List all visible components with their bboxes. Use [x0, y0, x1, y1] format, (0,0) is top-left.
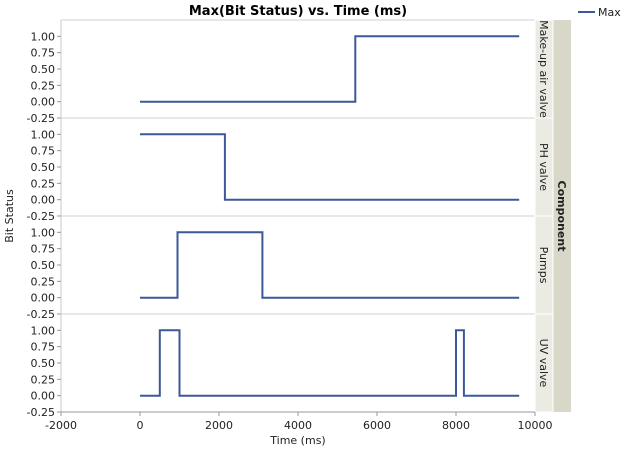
x-tick-label: 0	[137, 419, 144, 432]
y-tick-label: 0.25	[31, 373, 56, 386]
y-tick-label: 0.50	[31, 357, 56, 370]
x-axis-label: Time (ms)	[269, 434, 325, 447]
y-tick-label: 1.00	[31, 30, 56, 43]
panel-label: Make-up air valve	[537, 20, 550, 118]
y-tick-label: -0.25	[27, 112, 55, 125]
y-tick-label: -0.25	[27, 308, 55, 321]
y-tick-label: 0.00	[31, 194, 56, 207]
panel-0: -0.25 0.00 0.25 0.50 0.75 1.00 Make-up air val…	[27, 19, 554, 125]
x-tick-label: -2000	[45, 419, 77, 432]
chart-title: Max(Bit Status) vs. Time (ms)	[189, 4, 407, 19]
y-tick-label: -0.25	[27, 406, 55, 419]
panel-frame	[61, 20, 535, 118]
y-tick-label: 0.25	[31, 177, 56, 190]
x-axis: -2000 0 2000 4000 6000 8000 10000	[45, 411, 553, 432]
panel-3: -0.25 0.00 0.25 0.50 0.75 1.00 UV valve	[27, 313, 554, 419]
y-tick-label: 0.25	[31, 275, 56, 288]
x-tick-label: 4000	[284, 419, 312, 432]
series-line-2	[140, 231, 520, 299]
series-line-1	[140, 133, 520, 201]
legend-label: Max	[598, 6, 621, 19]
panel-1: -0.25 0.00 0.25 0.50 0.75 1.00 PH valve	[27, 117, 554, 223]
legend: Max	[578, 6, 621, 19]
x-tick-label: 8000	[442, 419, 470, 432]
group-label: Component	[555, 181, 568, 252]
panel-2: -0.25 0.00 0.25 0.50 0.75 1.00 Pumps	[27, 215, 554, 321]
y-tick-label: 0.50	[31, 161, 56, 174]
series-line-3	[140, 329, 520, 397]
y-tick-label: 0.50	[31, 259, 56, 272]
y-tick-label: 0.00	[31, 390, 56, 403]
panel-label: Pumps	[537, 247, 550, 284]
group-strip	[553, 20, 571, 412]
y-tick-label: 0.75	[31, 243, 56, 256]
panel-frame	[61, 216, 535, 314]
panel-label: PH valve	[537, 143, 550, 191]
y-tick-label: 1.00	[31, 324, 56, 337]
y-tick-label: 1.00	[31, 128, 56, 141]
y-tick-label: 0.75	[31, 341, 56, 354]
series-line-0	[140, 35, 520, 103]
panel-label: UV valve	[537, 339, 550, 388]
panel-strip	[534, 313, 554, 413]
y-axis-label: Bit Status	[3, 189, 16, 243]
y-tick-label: 0.75	[31, 145, 56, 158]
x-tick-label: 10000	[518, 419, 553, 432]
y-tick-label: -0.25	[27, 210, 55, 223]
y-tick-label: 0.25	[31, 79, 56, 92]
y-tick-label: 0.00	[31, 96, 56, 109]
y-tick-label: 0.00	[31, 292, 56, 305]
y-tick-label: 1.00	[31, 226, 56, 239]
x-tick-label: 6000	[363, 419, 391, 432]
y-tick-label: 0.75	[31, 47, 56, 60]
panel-frame	[61, 118, 535, 216]
x-tick-label: 2000	[205, 419, 233, 432]
y-tick-label: 0.50	[31, 63, 56, 76]
